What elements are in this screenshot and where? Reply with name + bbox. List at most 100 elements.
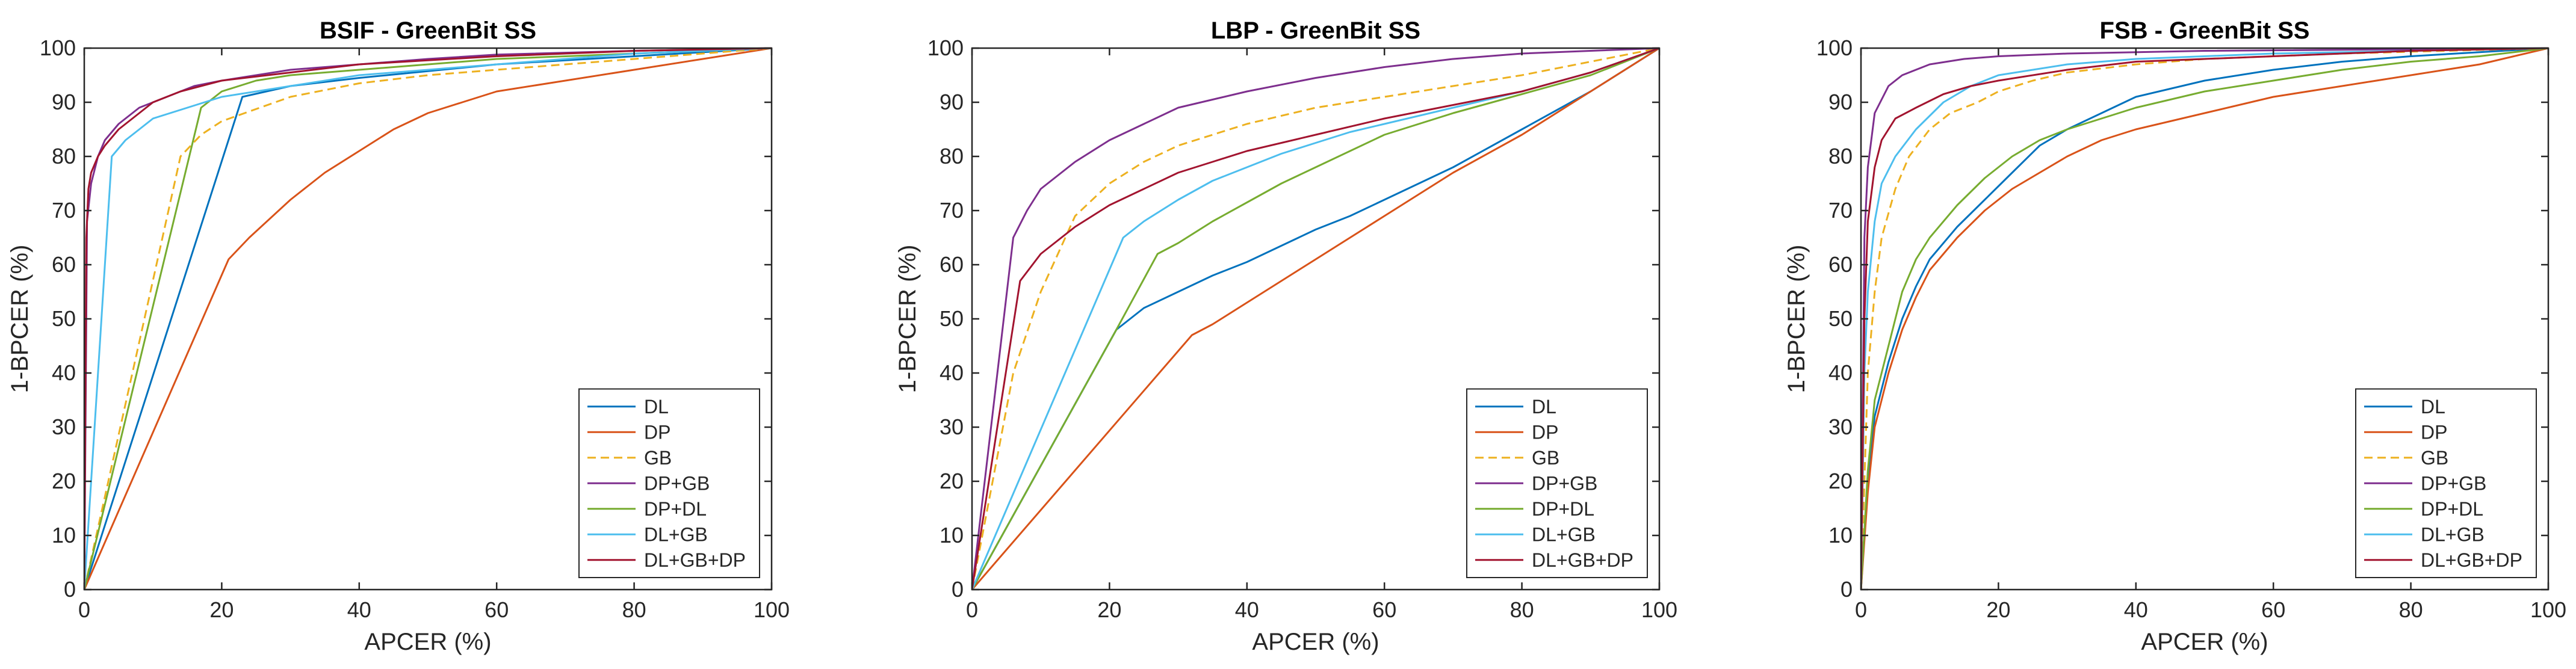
series-line-dp-dl: [972, 47, 1660, 590]
y-tick-label: 50: [52, 306, 76, 331]
y-tick-label: 40: [940, 360, 964, 385]
y-tick-label: 20: [52, 469, 76, 493]
chart-title: LBP - GreenBit SS: [1211, 17, 1420, 44]
y-tick-label: 100: [1816, 35, 1853, 60]
legend-label: DP+DL: [644, 498, 707, 520]
x-axis-label: APCER (%): [2141, 629, 2268, 655]
chart-panel-2: 0 20 40 60 80 100 0 10 20 30 40 50 60 70 80 90 100 LBP - …: [894, 17, 1677, 655]
series-line-gb: [84, 47, 772, 590]
legend-label: DL: [2421, 396, 2445, 418]
legend-label: DL+GB: [2421, 523, 2485, 545]
x-tick-label: 0: [78, 597, 90, 622]
y-tick-label: 0: [64, 577, 76, 602]
y-tick-label: 60: [1828, 252, 1853, 277]
legend-label: DP+DL: [2421, 498, 2483, 520]
y-tick-label: 20: [940, 469, 964, 493]
y-tick-label: 60: [940, 252, 964, 277]
series-line-dp-gb: [1861, 47, 2549, 590]
y-tick-label: 50: [940, 306, 964, 331]
series-line-gb: [972, 47, 1660, 590]
y-tick-label: 90: [940, 90, 964, 114]
chart-panel-3: 0 20 40 60 80 100 0 10 20 30 40 50 60 70 80 90 100 FSB - …: [1783, 17, 2566, 655]
series-line-dl-gb-dp: [84, 47, 772, 590]
series-lines: [84, 47, 772, 590]
y-tick-label: 30: [1828, 415, 1853, 439]
series-line-dl-gb-dp: [1861, 47, 2549, 590]
y-tick-label: 50: [1828, 306, 1853, 331]
legend: DL DP GB DP+GB DP+DL DL+GB DL+GB+DP: [1466, 388, 1648, 578]
y-tick-label: 70: [940, 198, 964, 223]
legend-label: DL+GB+DP: [2421, 549, 2522, 571]
series-lines: [1861, 47, 2549, 590]
y-tick-label: 20: [1828, 469, 1853, 493]
legend-label: DP: [2421, 421, 2447, 443]
y-tick-label: 0: [1841, 577, 1853, 602]
y-tick-label: 40: [52, 360, 76, 385]
x-tick-label: 20: [1097, 597, 1121, 622]
y-tick-label: 30: [940, 415, 964, 439]
legend-label: DP+DL: [1532, 498, 1594, 520]
y-tick-label: 70: [1828, 198, 1853, 223]
y-tick-label: 30: [52, 415, 76, 439]
chart-title: BSIF - GreenBit SS: [320, 17, 536, 44]
series-line-dl: [1861, 47, 2549, 590]
series-line-dl-gb-dp: [972, 47, 1660, 590]
series-line-dl: [972, 47, 1660, 590]
legend-label: DL+GB: [644, 523, 708, 545]
y-tick-label: 90: [52, 90, 76, 114]
y-tick-label: 80: [1828, 144, 1853, 168]
legend: DL DP GB DP+GB DP+DL DL+GB DL+GB+DP: [578, 388, 760, 578]
legend: DL DP GB DP+GB DP+DL DL+GB DL+GB+DP: [2355, 388, 2537, 578]
y-tick-label: 90: [1828, 90, 1853, 114]
legend-label: GB: [1532, 447, 1559, 469]
legend-label: DL: [1532, 396, 1556, 418]
y-axis-label: 1-BPCER (%): [1783, 245, 1810, 393]
y-tick-label: 0: [952, 577, 964, 602]
legend-label: DL+GB+DP: [644, 549, 746, 571]
x-tick-label: 100: [754, 597, 790, 622]
x-tick-label: 60: [1372, 597, 1396, 622]
y-tick-label: 10: [52, 523, 76, 547]
x-tick-label: 40: [347, 597, 371, 622]
legend-label: DL+GB+DP: [1532, 549, 1633, 571]
y-tick-label: 10: [1828, 523, 1853, 547]
x-tick-label: 80: [1510, 597, 1534, 622]
x-tick-label: 0: [1855, 597, 1867, 622]
y-axis-label: 1-BPCER (%): [7, 245, 33, 393]
x-axis-label: APCER (%): [364, 629, 491, 655]
legend-label: DP: [644, 421, 670, 443]
y-tick-label: 70: [52, 198, 76, 223]
legend-label: GB: [2421, 447, 2448, 469]
legend-label: DP+GB: [2421, 472, 2486, 494]
x-tick-label: 80: [622, 597, 646, 622]
x-tick-label: 20: [1986, 597, 2010, 622]
series-line-dp-dl: [1861, 47, 2549, 590]
series-line-dl-gb: [84, 47, 772, 590]
series-line-dl: [84, 47, 772, 590]
legend-label: DL: [644, 396, 669, 418]
series-line-dl-gb: [1861, 47, 2549, 590]
x-tick-label: 100: [1641, 597, 1677, 622]
x-tick-label: 40: [2124, 597, 2148, 622]
legend-label: DP+GB: [1532, 472, 1597, 494]
series-line-dp-gb: [972, 47, 1660, 590]
y-axis-label: 1-BPCER (%): [894, 245, 921, 393]
x-tick-label: 60: [2261, 597, 2285, 622]
series-line-dp: [972, 47, 1660, 590]
y-tick-label: 100: [927, 35, 964, 60]
x-axis-label: APCER (%): [1252, 629, 1379, 655]
chart-title: FSB - GreenBit SS: [2100, 17, 2310, 44]
x-tick-label: 100: [2530, 597, 2566, 622]
y-tick-label: 80: [940, 144, 964, 168]
series-line-dp: [84, 47, 772, 590]
series-line-dp: [1861, 47, 2549, 590]
y-tick-label: 100: [40, 35, 76, 60]
y-tick-label: 40: [1828, 360, 1853, 385]
x-tick-label: 40: [1235, 597, 1259, 622]
y-tick-label: 60: [52, 252, 76, 277]
series-lines: [972, 47, 1660, 590]
legend-label: DP+GB: [644, 472, 710, 494]
x-tick-label: 20: [209, 597, 234, 622]
legend-label: DP: [1532, 421, 1558, 443]
